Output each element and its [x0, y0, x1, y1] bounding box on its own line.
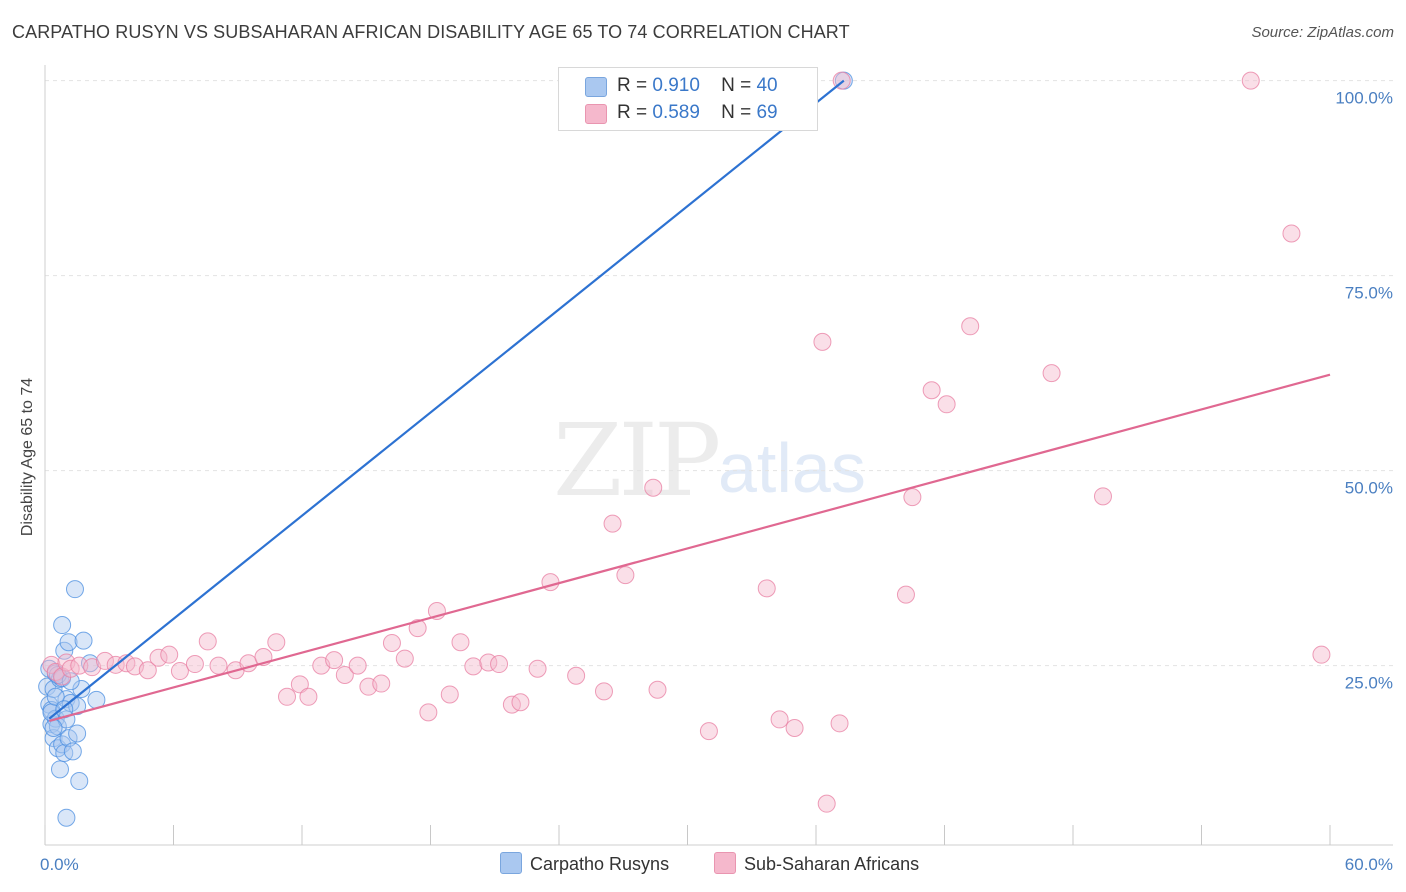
subsaharan-african-point [372, 674, 391, 693]
source-credit: Source: ZipAtlas.com [1251, 24, 1394, 41]
legend-n-value: 69 [756, 102, 778, 123]
carpatho-rusyn-point [59, 729, 78, 748]
subsaharan-african-point [464, 657, 483, 676]
y-tick-label: 25.0% [1345, 674, 1393, 693]
subsaharan-african-point [290, 675, 309, 694]
bottom-legend-carpatho: Carpatho Rusyns [500, 852, 669, 875]
carpatho-rusyn-point [65, 580, 84, 599]
subsaharan-african-point [440, 685, 459, 704]
carpatho-rusyn-point [53, 616, 72, 635]
bottom-legend-swatch-carpatho [500, 852, 522, 874]
subsaharan-african-point [149, 648, 168, 667]
subsaharan-african-point [903, 488, 922, 507]
subsaharan-african-point [348, 656, 367, 675]
subsaharan-african-point [830, 714, 849, 733]
carpatho-rusyn-point [68, 724, 87, 743]
legend-r-label: R = [617, 102, 648, 123]
subsaharan-african-point [395, 649, 414, 668]
watermark-atlas: atlas [718, 429, 866, 507]
x-tick-label: 0.0% [40, 855, 79, 874]
carpatho-rusyn-point [59, 633, 78, 652]
subsaharan-african-point [937, 395, 956, 414]
x-tick-label: 60.0% [1345, 855, 1393, 874]
legend-r-value: 0.910 [652, 75, 700, 96]
legend-r-label: R = [617, 75, 648, 96]
subsaharan-african-point [1093, 487, 1112, 506]
subsaharan-african-point [813, 332, 832, 351]
bottom-legend-swatch-subsaharan [714, 852, 736, 874]
subsaharan-african-point [699, 722, 718, 741]
carpatho-rusyn-point [44, 719, 63, 737]
subsaharan-african-point [70, 656, 89, 675]
carpatho-rusyn-point [55, 641, 74, 660]
subsaharan-african-point [299, 687, 318, 706]
subsaharan-african-point [138, 661, 157, 680]
carpatho-rusyn-point [61, 672, 80, 691]
subsaharan-african-point [817, 794, 836, 813]
subsaharan-african-point [160, 645, 179, 664]
legend-swatch-subsaharan [585, 104, 607, 124]
bottom-legend-label-subsaharan: Sub-Saharan Africans [744, 854, 920, 874]
subsaharan-african-point [185, 655, 204, 674]
bottom-legend-label-carpatho: Carpatho Rusyns [530, 854, 670, 874]
legend-r-value: 0.589 [652, 102, 700, 123]
subsaharan-african-point [451, 633, 470, 652]
subsaharan-african-point [896, 585, 915, 604]
subsaharan-african-point [757, 579, 776, 598]
subsaharan-african-point [382, 633, 401, 652]
subsaharan-african-point [770, 710, 789, 729]
subsaharan-african-point [922, 381, 941, 400]
subsaharan-african-point [528, 659, 547, 678]
subsaharan-african-point [170, 662, 189, 681]
watermark-zip: ZIP [553, 402, 721, 519]
subsaharan-african-point [1312, 645, 1331, 664]
carpatho-rusyn-trendline [48, 79, 845, 720]
subsaharan-african-point [1042, 364, 1061, 383]
subsaharan-african-point [616, 566, 635, 585]
carpatho-rusyn-point [50, 760, 69, 779]
subsaharan-african-point [335, 665, 354, 684]
subsaharan-african-point [1241, 71, 1260, 90]
subsaharan-african-point [490, 655, 509, 674]
carpatho-rusyn-point [63, 742, 82, 761]
subsaharan-african-point [198, 632, 217, 651]
subsaharan-african-point [209, 656, 228, 675]
chart-title: CARPATHO RUSYN VS SUBSAHARAN AFRICAN DIS… [12, 22, 850, 42]
carpatho-rusyn-point [70, 772, 89, 791]
legend-swatch-carpatho [585, 77, 607, 97]
legend-n-label: N = [721, 75, 752, 96]
subsaharan-african-point [785, 719, 804, 737]
subsaharan-african-point [567, 666, 586, 685]
y-tick-label: 75.0% [1345, 284, 1393, 303]
subsaharan-african-point [95, 651, 114, 670]
carpatho-rusyn-point [74, 631, 93, 650]
subsaharan-african-point [408, 619, 427, 638]
subsaharan-african-point [325, 651, 344, 670]
subsaharan-african-point [603, 514, 622, 533]
carpatho-rusyn-point [46, 687, 65, 706]
legend: R = 0.910 N = 40 R = 0.589 N = 69 [558, 67, 818, 131]
bottom-legend-subsaharan: Sub-Saharan Africans [714, 852, 919, 875]
subsaharan-african-point [511, 693, 530, 712]
carpatho-rusyn-point [57, 808, 76, 827]
y-tick-label: 100.0% [1335, 89, 1393, 108]
subsaharan-african-point [594, 682, 613, 701]
legend-n-value: 40 [756, 75, 778, 96]
subsaharan-african-point [961, 317, 980, 336]
subsaharan-african-point [644, 478, 663, 497]
legend-n-label: N = [721, 102, 752, 123]
subsaharan-african-point [419, 703, 438, 722]
y-tick-label: 50.0% [1345, 479, 1393, 498]
subsaharan-african-point [1282, 224, 1301, 243]
subsaharan-african-point [648, 680, 667, 699]
subsaharan-african-point [278, 687, 297, 706]
subsaharan-african-trendline [48, 373, 1331, 723]
subsaharan-african-point [267, 633, 286, 652]
